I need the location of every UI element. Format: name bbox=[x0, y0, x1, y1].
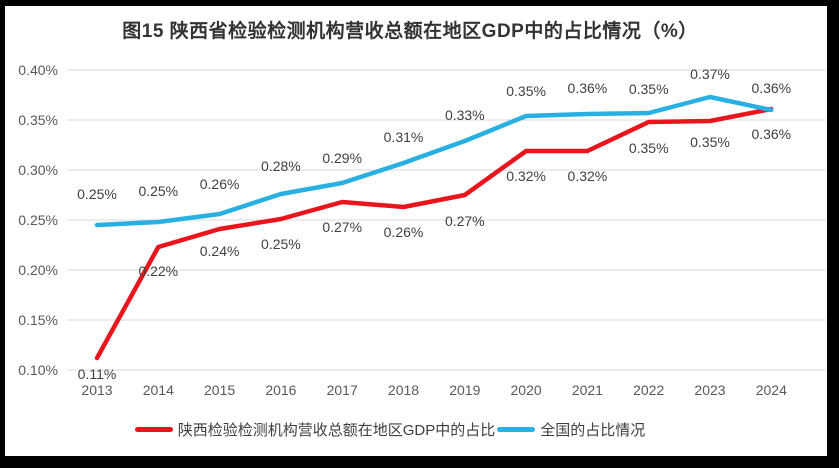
x-axis-category-label: 2018 bbox=[388, 382, 419, 398]
legend-line-swatch-national bbox=[497, 426, 536, 432]
data-label: 0.35% bbox=[629, 81, 669, 97]
x-axis-category-label: 2017 bbox=[327, 382, 358, 398]
y-axis-tick-label: 0.20% bbox=[18, 262, 58, 278]
x-axis-category-label: 2019 bbox=[449, 382, 480, 398]
data-label: 0.29% bbox=[322, 150, 362, 166]
legend-label-shaanxi: 陕西检验检测机构营收总额在地区GDP中的占比 bbox=[177, 421, 496, 439]
chart-legend: 陕西检验检测机构营收总额在地区GDP中的占比 全国的占比情况 bbox=[5, 419, 775, 440]
series-line-shaanxi bbox=[94, 106, 774, 361]
data-label: 0.28% bbox=[261, 158, 301, 174]
x-axis-category-label: 2020 bbox=[511, 382, 542, 398]
data-label: 0.11% bbox=[78, 366, 117, 382]
x-axis-category-label: 2024 bbox=[756, 382, 787, 398]
data-label: 0.36% bbox=[568, 80, 608, 96]
data-label: 0.24% bbox=[200, 243, 240, 259]
data-label: 0.32% bbox=[568, 168, 608, 184]
data-label: 0.35% bbox=[690, 134, 730, 150]
y-axis-tick-label: 0.25% bbox=[18, 212, 58, 228]
data-label: 0.25% bbox=[261, 236, 301, 252]
data-label: 0.26% bbox=[200, 176, 240, 192]
data-label: 0.32% bbox=[506, 168, 546, 184]
data-label: 0.36% bbox=[751, 126, 791, 142]
y-axis-tick-label: 0.30% bbox=[18, 162, 58, 178]
legend-line-swatch-shaanxi bbox=[134, 426, 173, 432]
chart-title: 图15 陕西省检验检测机构营收总额在地区GDP中的占比情况（%） bbox=[122, 21, 698, 42]
data-label: 0.37% bbox=[690, 66, 730, 82]
x-axis-category-label: 2016 bbox=[265, 382, 296, 398]
data-label: 0.25% bbox=[138, 183, 178, 199]
x-axis-category-label: 2021 bbox=[572, 382, 603, 398]
x-axis-category-label: 2013 bbox=[81, 382, 112, 398]
x-axis-category-label: 2015 bbox=[204, 382, 235, 398]
data-label: 0.35% bbox=[506, 83, 546, 99]
series-line-national bbox=[94, 94, 774, 228]
data-label: 0.27% bbox=[445, 213, 485, 229]
y-axis-tick-label: 0.10% bbox=[18, 362, 58, 378]
data-label: 0.22% bbox=[138, 263, 178, 279]
data-label: 0.36% bbox=[751, 80, 791, 96]
chart-canvas bbox=[5, 6, 827, 456]
legend-item-national: 全国的占比情况 bbox=[497, 419, 645, 440]
legend-item-shaanxi: 陕西检验检测机构营收总额在地区GDP中的占比 bbox=[134, 419, 496, 440]
x-axis-category-label: 2014 bbox=[143, 382, 174, 398]
data-label: 0.33% bbox=[445, 107, 485, 123]
x-axis-category-label: 2023 bbox=[694, 382, 725, 398]
y-axis-tick-label: 0.15% bbox=[18, 312, 58, 328]
data-label: 0.25% bbox=[77, 186, 117, 202]
data-label: 0.35% bbox=[629, 140, 669, 156]
data-label: 0.27% bbox=[322, 219, 362, 235]
data-label: 0.31% bbox=[384, 129, 424, 145]
legend-label-national: 全国的占比情况 bbox=[540, 421, 646, 439]
x-axis-category-label: 2022 bbox=[633, 382, 664, 398]
y-axis-tick-label: 0.35% bbox=[18, 112, 58, 128]
y-axis-tick-label: 0.40% bbox=[18, 62, 58, 78]
data-label: 0.26% bbox=[384, 224, 424, 240]
